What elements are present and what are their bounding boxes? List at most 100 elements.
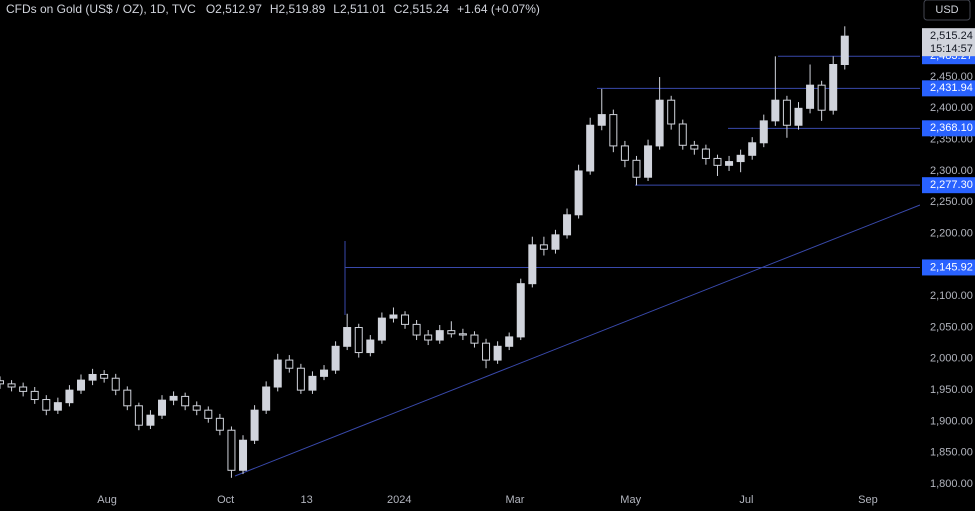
x-tick-label: Aug (97, 494, 117, 506)
candle-body (470, 334, 479, 344)
candle-body (204, 409, 213, 419)
candle-body (725, 161, 734, 166)
ohlc-value: L2,511.01 (333, 2, 386, 16)
price-label-box (922, 259, 975, 276)
y-tick-label: 2,400.00 (930, 102, 973, 114)
y-tick-label: 1,950.00 (930, 384, 973, 396)
candle-body (308, 375, 317, 391)
price-label-box (922, 120, 975, 137)
candle-body (158, 399, 167, 416)
candle-body (19, 386, 28, 392)
x-tick-label: Sep (858, 494, 878, 506)
candle-body (516, 283, 525, 338)
candle-body (632, 159, 641, 178)
change-value: +1.64 (+0.07%) (457, 2, 540, 16)
y-tick-label: 1,900.00 (930, 415, 973, 427)
trend-line (234, 204, 921, 477)
price-label: 2,145.92 (930, 261, 973, 273)
y-tick-label: 2,450.00 (930, 71, 973, 83)
candle-body (30, 390, 39, 401)
y-tick-label: 2,000.00 (930, 353, 973, 365)
candle-body (331, 345, 340, 371)
price-label: 2,277.30 (930, 179, 973, 191)
candle-body (505, 336, 514, 347)
candle-body (493, 345, 502, 361)
candle-body (759, 120, 768, 144)
candle-body (701, 148, 710, 159)
price-axis: 1,800.00 1,850.00 1,900.00 1,950.00 2,000.00… (97, 22, 975, 511)
candle-body (77, 379, 86, 391)
candle-body (7, 383, 16, 388)
candle-body (389, 314, 398, 319)
candle-body (771, 99, 780, 122)
y-tick-label: 1,800.00 (930, 478, 973, 490)
candle-body (840, 35, 849, 66)
candle-body (412, 323, 421, 336)
candle-body (586, 124, 595, 172)
last-price-label: 2,515.24 (930, 30, 973, 42)
candle-body (192, 405, 201, 411)
x-tick-label: Mar (505, 494, 524, 506)
candle-body (42, 399, 51, 411)
y-tick-label: 2,250.00 (930, 196, 973, 208)
y-tick-label: 2,050.00 (930, 321, 973, 333)
candle-body (782, 99, 791, 126)
currency-label[interactable]: USD (935, 4, 958, 16)
candle-body (273, 359, 282, 388)
candle-body (574, 170, 583, 216)
candle-body (227, 429, 236, 471)
candle-body (794, 107, 803, 126)
candle-body (343, 327, 352, 347)
candle-body (690, 144, 699, 150)
candle-body (88, 373, 97, 381)
candle-body (424, 334, 433, 341)
y-tick-label: 2,100.00 (930, 290, 973, 302)
ohlc-value: H2,519.89 (270, 2, 326, 16)
candle-body (482, 342, 491, 361)
candle-body (458, 333, 467, 336)
candle-body (748, 142, 757, 156)
candle-body (250, 409, 259, 441)
candle-body (366, 339, 375, 354)
price-label: 2,368.10 (930, 122, 973, 134)
candle-body (539, 244, 548, 250)
candle-body (435, 330, 444, 341)
x-tick-label: Oct (217, 494, 234, 506)
candle-body (285, 359, 294, 369)
price-label-box (922, 80, 975, 97)
candle-body (215, 417, 224, 431)
candle-body (100, 373, 109, 379)
ohlc-value: C2,515.24 (394, 2, 450, 16)
candle-body (597, 114, 606, 126)
currency-button[interactable] (923, 0, 971, 21)
candle-body (563, 214, 572, 236)
price-label: 2,431.94 (930, 82, 973, 94)
candle-body (111, 377, 120, 391)
candle-body (528, 244, 537, 285)
candle-body (736, 154, 745, 163)
candle-body (667, 99, 676, 125)
plot-area (0, 26, 920, 478)
candle-body (146, 414, 155, 426)
candle-body (806, 84, 815, 109)
candle-body (262, 386, 271, 411)
candle-body (644, 145, 653, 178)
candle-body (713, 157, 722, 166)
candle-body (320, 369, 329, 377)
price-label-box (922, 177, 975, 194)
candle-body (401, 314, 410, 325)
x-tick-label: 2024 (387, 494, 411, 506)
candle-body (817, 84, 826, 111)
candle-body (377, 317, 386, 341)
candle-body (134, 405, 143, 426)
candle-body (239, 439, 248, 471)
last-price-box (922, 28, 975, 57)
ohlc-value: O2,512.97 (206, 2, 262, 16)
candle-body (123, 389, 132, 407)
candle-body (551, 234, 560, 250)
candle-body (447, 330, 456, 335)
x-tick-label: Jul (739, 494, 753, 506)
candle-body (65, 389, 74, 404)
